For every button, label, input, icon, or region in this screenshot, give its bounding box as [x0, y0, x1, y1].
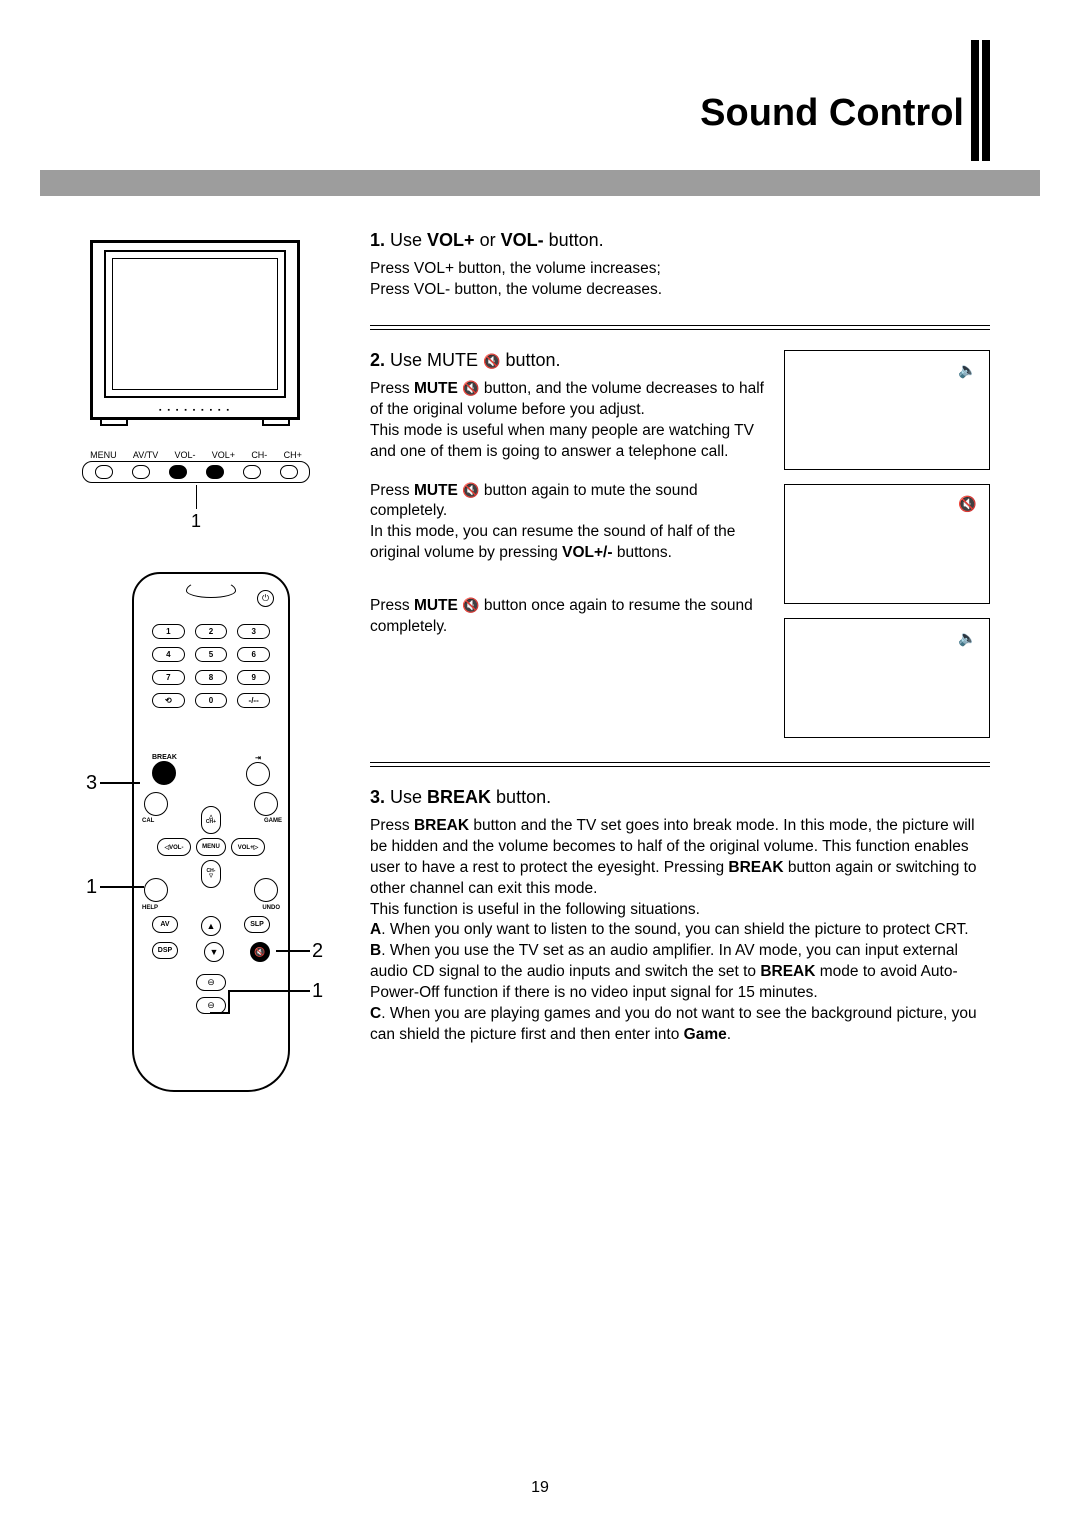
callout-number: 1	[312, 980, 323, 1003]
remote-key: 7	[152, 670, 185, 685]
power-icon: ⏻	[257, 590, 274, 607]
remote-key: 5	[195, 647, 228, 662]
callout-number: 1	[86, 876, 97, 899]
tv-illustration: ▪ ▪ ▪ ▪ ▪ ▪ ▪ ▪ ▪	[90, 240, 300, 420]
break-button-icon	[152, 761, 176, 785]
av-button: AV	[152, 916, 178, 933]
up-button: ▲	[201, 916, 221, 936]
strip-label: VOL+	[212, 450, 235, 460]
remote-key: 1	[152, 624, 185, 639]
tv-button-strip: MENU AV/TV VOL- VOL+ CH- CH+ 1	[82, 450, 310, 532]
body-text: Press VOL- button, the volume decreases.	[370, 280, 990, 301]
remote-key: 0	[195, 693, 228, 708]
remote-key: 6	[237, 647, 270, 662]
label: UNDO	[262, 905, 280, 911]
break-label: BREAK	[152, 754, 177, 761]
remote-key: 4	[152, 647, 185, 662]
step-1: 1. Use VOL+ or VOL- button. Press VOL+ b…	[370, 230, 990, 301]
sys-button: ⊖	[196, 974, 226, 991]
decor-bar	[971, 40, 979, 161]
remote-key: ⟲	[152, 693, 185, 708]
remote-key: 9	[237, 670, 270, 685]
mute-icon: 🔇	[462, 597, 479, 613]
strip-label: MENU	[90, 450, 117, 460]
strip-label: CH-	[251, 450, 267, 460]
page-number: 19	[531, 1479, 549, 1497]
strip-label: VOL-	[175, 450, 196, 460]
strip-button	[243, 465, 261, 479]
body-text: Press VOL+ button, the volume increases;	[370, 259, 990, 280]
label: CAL	[142, 818, 154, 824]
down-button: ▼	[204, 942, 224, 962]
vol-minus-button: ◁VOL-	[157, 838, 191, 856]
slp-button: SLP	[244, 916, 270, 933]
osd-box: 🔈	[784, 350, 990, 470]
speaker-icon: 🔈	[958, 629, 977, 647]
step-2: 2. Use MUTE 🔇 button. Press MUTE 🔇 butto…	[370, 350, 990, 738]
mute-button-icon: 🔇	[250, 942, 270, 962]
label: HELP	[142, 905, 158, 911]
mute-icon: 🔇	[462, 380, 479, 396]
strip-button	[169, 465, 187, 479]
mute-icon: 🔇	[462, 482, 479, 498]
callout-number: 3	[86, 772, 97, 795]
remote-key: -/--	[237, 693, 270, 708]
strip-button	[95, 465, 113, 479]
grey-strip	[40, 170, 1040, 196]
remote-key: 3	[237, 624, 270, 639]
strip-label: CH+	[284, 450, 302, 460]
page-title: Sound Control	[700, 92, 964, 135]
remote-illustration: ⏻ 1 2 3 4 5 6 7 8 9 ⟲ 0 -/--	[80, 572, 340, 1092]
remote-button	[246, 762, 270, 786]
remote-key: 2	[195, 624, 228, 639]
dsp-button: DSP	[152, 942, 178, 959]
callout-number: 1	[82, 511, 310, 532]
strip-button	[280, 465, 298, 479]
mute-icon: 🔇	[483, 353, 500, 369]
step-3: 3. Use BREAK button. Press BREAK button …	[370, 787, 990, 1046]
ch-up-button: △ CH+	[201, 806, 221, 834]
osd-box: 🔇	[784, 484, 990, 604]
ch-down-button: CH- ▽	[201, 860, 221, 888]
divider	[370, 325, 990, 330]
speaker-icon: 🔈	[958, 361, 977, 379]
label: ⇥	[246, 754, 270, 762]
strip-button	[132, 465, 150, 479]
label: GAME	[264, 818, 282, 824]
vol-plus-button: VOL+▷	[231, 838, 265, 856]
page-header: Sound Control	[80, 40, 990, 200]
menu-button: MENU	[196, 838, 226, 856]
strip-button	[206, 465, 224, 479]
remote-key: 8	[195, 670, 228, 685]
decor-bar	[982, 40, 990, 161]
osd-box: 🔈	[784, 618, 990, 738]
mute-icon: 🔇	[958, 495, 977, 513]
divider	[370, 762, 990, 767]
callout-number: 2	[312, 940, 323, 963]
strip-label: AV/TV	[133, 450, 158, 460]
